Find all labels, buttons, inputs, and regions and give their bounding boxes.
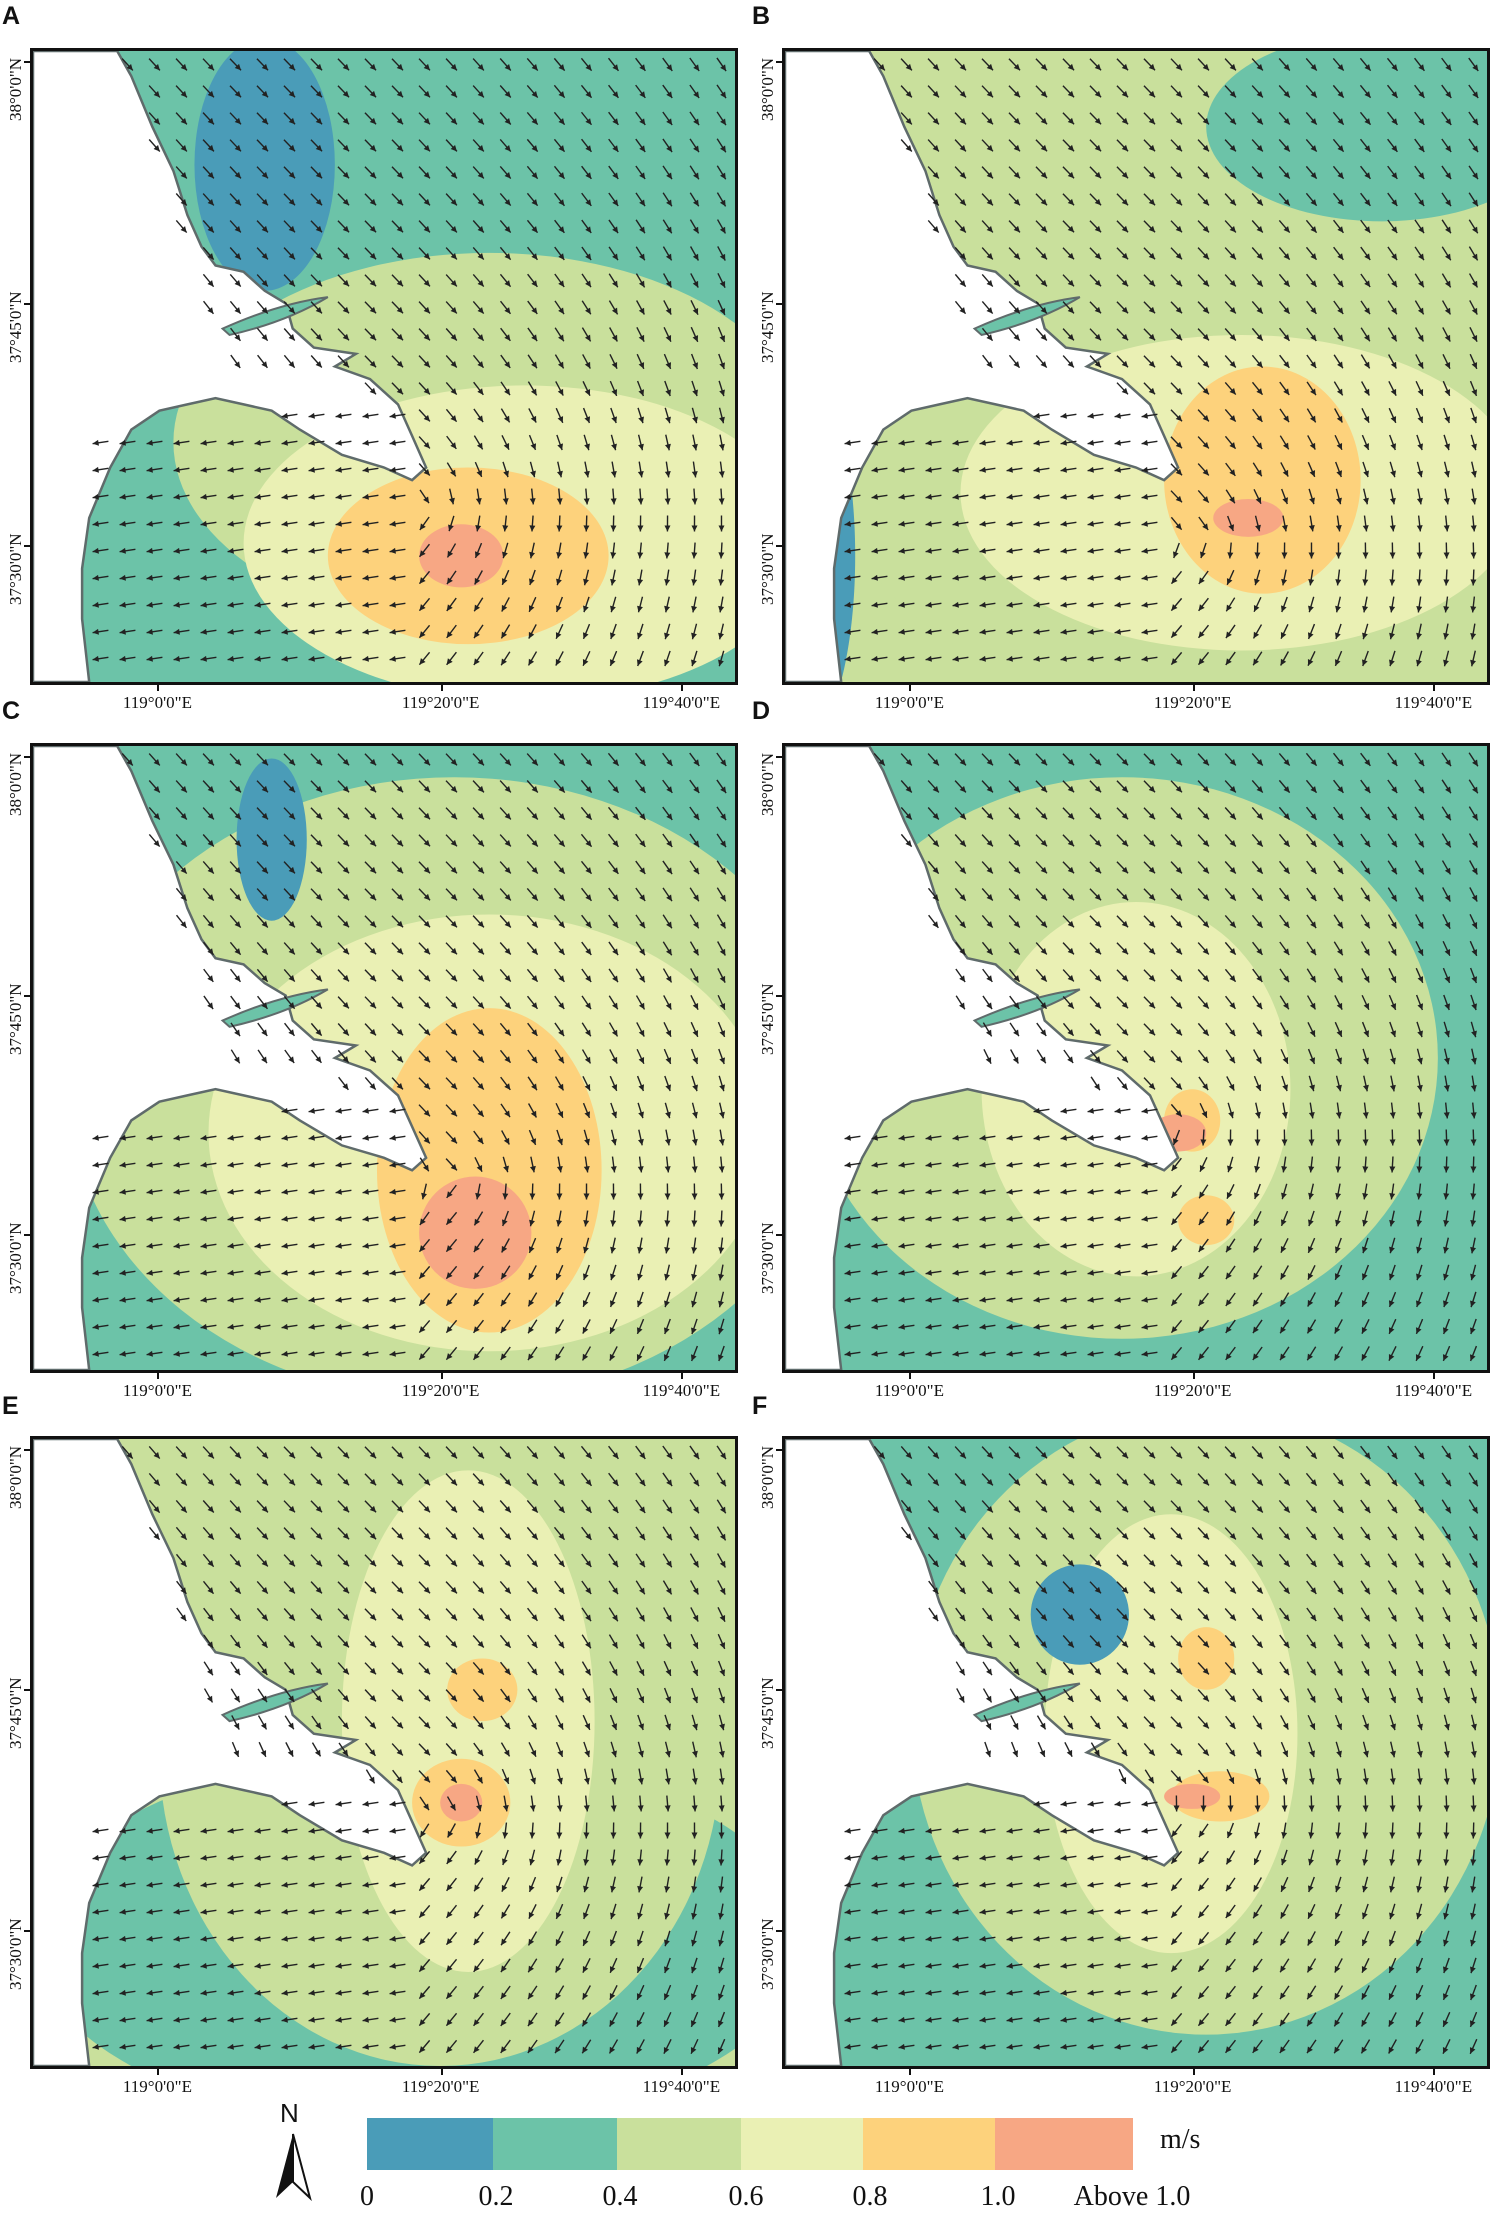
speed-zone bbox=[440, 1784, 482, 1822]
speed-zone bbox=[1213, 499, 1283, 537]
speed-zone bbox=[237, 758, 307, 920]
speed-zone bbox=[1164, 367, 1361, 594]
panel-label-a: A bbox=[2, 2, 20, 31]
panel-label-f: F bbox=[752, 1392, 767, 1421]
map-panel-c bbox=[30, 743, 738, 1373]
panel-label-d: D bbox=[752, 697, 770, 726]
speed-zone bbox=[342, 1470, 595, 1972]
speed-zone bbox=[1178, 1195, 1234, 1245]
map-panel-a bbox=[30, 48, 738, 685]
map-panel-d bbox=[782, 743, 1490, 1373]
speed-zone bbox=[447, 1658, 517, 1721]
speed-zone bbox=[419, 1177, 531, 1289]
map-panel-e bbox=[30, 1436, 738, 2069]
map-panel-b bbox=[782, 48, 1490, 685]
panel-label-b: B bbox=[752, 2, 770, 31]
panel-label-c: C bbox=[2, 697, 20, 726]
speed-zone bbox=[419, 524, 503, 587]
panel-label-e: E bbox=[2, 1392, 19, 1421]
